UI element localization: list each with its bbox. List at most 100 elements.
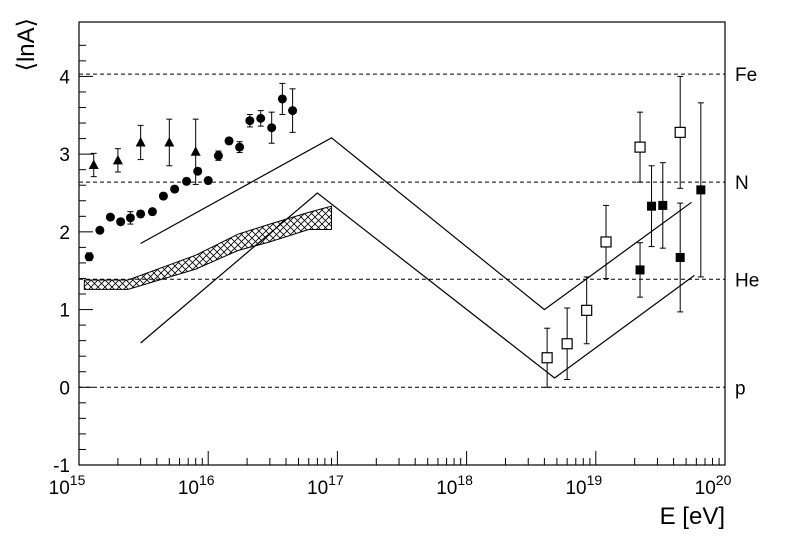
x-tick-exponent: 20 [716,472,732,488]
circle-marker [213,151,223,161]
data-point [190,118,201,185]
data-point [256,110,266,127]
circle-marker [147,207,157,217]
circle-marker [245,116,255,126]
data-point [125,211,135,225]
filled-square-marker [635,265,645,275]
data-point [561,307,573,381]
data-point [193,166,203,176]
data-point [635,242,645,298]
x-tick-mantissa: 10 [565,478,586,499]
circle-marker [267,123,277,133]
data-point [674,75,686,189]
data-point [213,150,223,161]
reference-lines: Fe N He p [79,65,759,399]
circle-marker [136,209,146,219]
open-square-marker [561,338,573,350]
filled-square-marker [675,252,685,262]
circle-marker [84,252,94,262]
circle-marker [170,184,180,194]
triangle-marker [112,154,123,165]
data-point [88,152,99,178]
triangle-marker [88,159,99,170]
data-point [112,148,123,173]
circle-marker [235,142,245,152]
x-tick-mantissa: 10 [178,478,199,499]
y-tick-label: 4 [59,67,70,88]
x-tick-mantissa: 10 [695,478,716,499]
data-point [245,113,255,128]
x-tick-label: 1020 [695,472,732,499]
circle-marker [203,176,213,186]
data-point [696,102,706,278]
data-point [581,276,593,345]
x-tick-exponent: 18 [457,472,473,488]
y-tick-label: 0 [59,378,70,399]
x-tick-mantissa: 10 [307,478,328,499]
y-tick-label: 3 [59,145,70,166]
hatched-band [83,205,332,290]
circle-marker [105,212,115,222]
filled-square-marker [696,185,706,195]
reference-label-fe: Fe [735,65,757,86]
open-square-marker [541,352,553,364]
data-point [288,88,298,133]
circle-marker [95,225,105,235]
filled-square-marker [647,201,657,211]
x-tick-mantissa: 10 [49,478,70,499]
plot-frame [78,21,726,466]
data-point [675,202,685,313]
data-point [203,176,213,186]
plot-border [78,21,726,466]
reference-label-n: N [735,173,749,194]
data-point [158,191,168,201]
x-tick-exponent: 16 [199,472,215,488]
x-tick-exponent: 17 [328,472,344,488]
model-lines [140,137,695,379]
data-point [116,217,126,227]
data-point [135,124,146,161]
data-point [634,111,646,183]
circle-marker [288,106,298,116]
data-point [84,252,94,262]
data-point [136,209,146,219]
data-point [164,118,175,167]
x-tick-exponent: 19 [587,472,603,488]
data-point [95,225,105,235]
reference-label-he: He [735,270,759,291]
model-line-2 [140,192,695,379]
open-square-marker [600,236,612,248]
data-point [170,184,180,194]
x-axis-title: E [eV] [660,503,725,530]
data-point [647,165,657,248]
y-tick-label: -1 [53,456,70,477]
circle-marker [224,136,234,146]
data-point [182,176,192,186]
open-square-marker [674,126,686,138]
data-point [658,162,668,249]
x-tick-label: 1018 [436,472,473,499]
open-square-marker [581,304,593,316]
x-tick-label: 1016 [178,472,215,499]
circle-marker [158,191,168,201]
circle-marker [125,213,135,223]
data-point [235,141,245,154]
x-tick-exponent: 15 [70,472,86,488]
x-tick-label: 1017 [307,472,344,499]
uncertainty-band [83,205,332,290]
circle-marker [277,94,287,104]
triangle-marker [164,136,175,147]
data-point [224,136,234,146]
circle-marker [193,166,203,176]
data-series [84,75,706,388]
x-tick-label: 1019 [565,472,602,499]
data-point [267,111,277,144]
circle-marker [182,176,192,186]
reference-label-p: p [735,378,746,399]
data-point [147,207,157,217]
filled-square-marker [658,200,668,210]
triangle-marker [135,136,146,147]
data-point [600,204,612,279]
